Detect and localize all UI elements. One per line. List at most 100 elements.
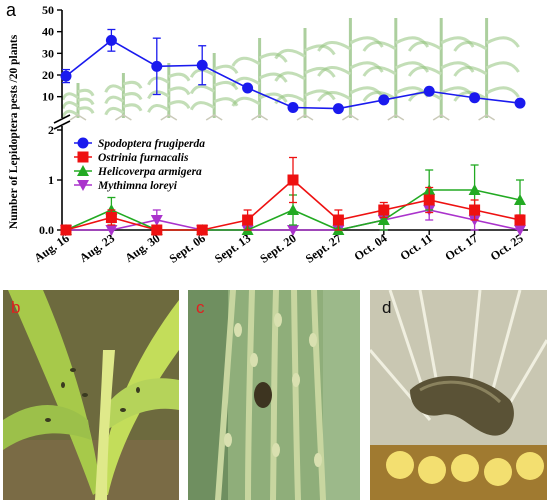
maize-leaf-damage-photo [3, 290, 179, 500]
plant-leaf [77, 106, 95, 114]
plant-leaf [258, 72, 288, 83]
data-point [105, 34, 117, 46]
y-tick-label: 2 [48, 123, 54, 137]
plant-leaf [77, 97, 95, 106]
plant-leaf [61, 109, 79, 118]
x-tick-label: Oct. 11 [397, 231, 435, 263]
plant-leaf [122, 103, 143, 112]
data-point [242, 214, 254, 226]
data-point [60, 224, 72, 236]
legend-marker [77, 180, 89, 191]
plant-leaf [317, 66, 352, 77]
data-point [287, 102, 299, 113]
plant-roots [296, 114, 314, 121]
data-point [151, 60, 163, 72]
data-point [423, 194, 435, 206]
photo-panel-d: d [370, 290, 547, 500]
y-tick-label: 40 [42, 25, 54, 39]
data-point [287, 225, 299, 236]
data-point [469, 92, 481, 104]
maize-plant-drawing [407, 18, 475, 121]
chart-marks [60, 28, 526, 236]
axis-break-mark [53, 114, 71, 124]
plant-roots [432, 114, 450, 121]
axis-break-mark [53, 120, 71, 130]
data-point [423, 85, 435, 97]
plant-leaf [453, 41, 488, 52]
plant-leaf [304, 67, 336, 78]
data-point [60, 70, 72, 82]
data-point [196, 224, 208, 236]
maize-plant-drawing [104, 73, 143, 121]
plant-leaf [407, 66, 443, 77]
plant-leaf [61, 92, 79, 101]
maize-plant-drawing [317, 18, 384, 121]
data-point [469, 204, 481, 216]
y-tick-label: 50 [42, 3, 54, 17]
plant-roots [205, 114, 223, 121]
panel-label-a: a [6, 0, 17, 20]
plant-leaf [168, 100, 191, 110]
data-point [242, 82, 254, 94]
chart-legend: Spodoptera frugiperda Ostrinia furnacalis… [74, 137, 205, 192]
series-ostrinia-furnacalis [60, 156, 526, 236]
maize-plant-drawing [231, 38, 288, 121]
plant-leaf [147, 104, 170, 113]
data-point [150, 215, 163, 226]
plant-leaf [317, 91, 352, 102]
plant-roots [251, 114, 268, 121]
series-spodoptera-frugiperda [60, 28, 526, 115]
maize-plant-drawing [274, 28, 336, 121]
plant-roots [387, 114, 405, 121]
maize-plant-drawing [362, 18, 430, 121]
plant-leaf [213, 64, 239, 75]
plant-roots [115, 114, 132, 121]
legend-marker [77, 151, 89, 163]
maize-plant-drawing [453, 18, 520, 121]
plant-leaf [231, 96, 261, 107]
panel-label-b: b [11, 298, 21, 317]
plant-leaf [362, 91, 397, 102]
legend-entry: Mythimna loreyi [97, 180, 178, 192]
maize-plant-drawing [147, 63, 191, 121]
photo-panel-c: c [188, 290, 360, 500]
plant-leaf [122, 80, 143, 89]
plant-leaf [147, 76, 170, 86]
plant-leaf [274, 71, 306, 82]
data-point [377, 214, 390, 225]
legend-entry: Spodoptera frugiperda [98, 138, 205, 150]
plant-leaf [61, 101, 79, 110]
plant-roots [160, 114, 178, 121]
plant-leaf [168, 72, 191, 82]
plant-leaf [440, 36, 475, 48]
plant-leaf [189, 84, 216, 95]
data-point [514, 214, 526, 226]
maize-tassel-photo [188, 290, 360, 500]
x-tick-label: Oct. 17 [442, 231, 480, 263]
photo-panel-b: b [3, 290, 179, 500]
maize-plant-drawing [61, 83, 95, 121]
data-point [196, 59, 208, 71]
plant-leaf [213, 80, 239, 91]
data-point [378, 94, 390, 106]
legend-marker [77, 137, 89, 149]
plant-leaf [349, 86, 384, 98]
data-point [105, 212, 117, 223]
y-tick-label: 20 [42, 68, 54, 82]
data-point [514, 97, 526, 109]
plant-leaf [362, 66, 397, 77]
plant-leaf [231, 56, 261, 67]
plant-leaf [395, 61, 430, 73]
x-tick-label: Sept. 20 [257, 231, 298, 266]
data-point [378, 204, 390, 216]
plant-leaf [362, 41, 397, 52]
x-tick-label: Sept. 13 [212, 231, 253, 266]
x-tick-label: Sept. 06 [167, 231, 208, 266]
y-tick-label: 10 [42, 90, 54, 104]
plant-leaf [104, 106, 125, 116]
plant-leaf [104, 95, 125, 105]
data-point [151, 224, 163, 236]
plant-leaf [258, 52, 288, 63]
data-point [514, 194, 526, 205]
